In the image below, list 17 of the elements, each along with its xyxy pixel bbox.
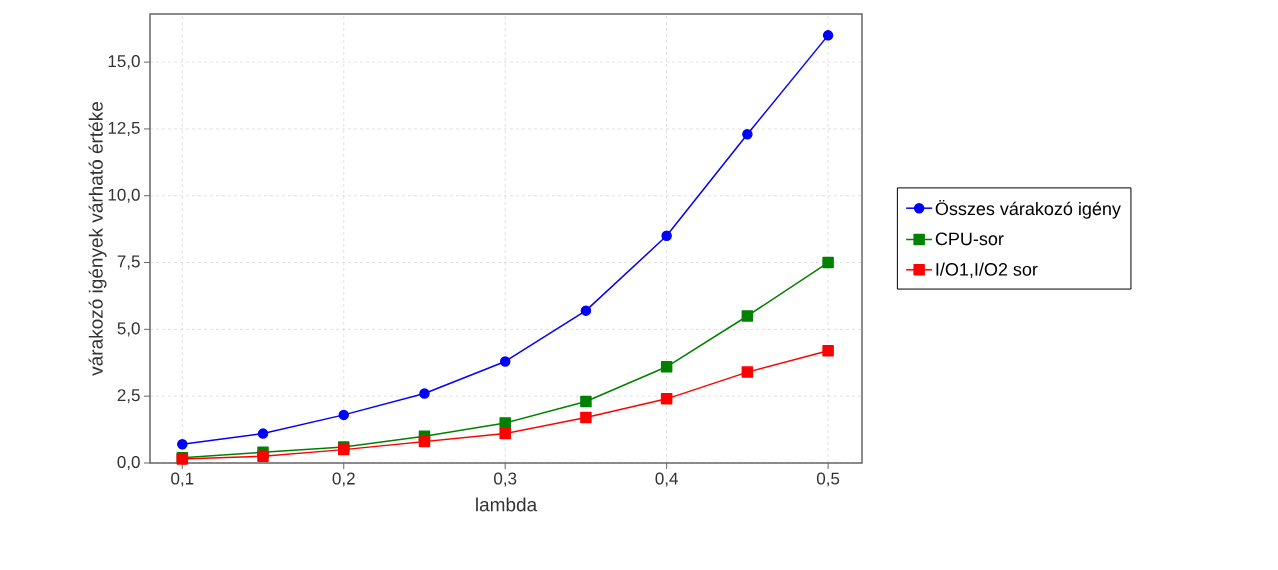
x-tick-label: 0,2 <box>332 472 355 487</box>
x-tick-label: 0,4 <box>655 472 678 487</box>
y-tick-label: 2,5 <box>117 389 140 404</box>
y-axis-title: várakozó igények várható értéke <box>88 102 107 376</box>
x-tick-label: 0,3 <box>494 472 517 487</box>
y-tick-label: 7,5 <box>117 255 140 270</box>
legend-label: I/O1,I/O2 sor <box>936 262 1038 278</box>
x-axis-title: lambda <box>476 497 538 512</box>
y-tick-label: 10,0 <box>108 188 140 203</box>
legend-label: CPU-sor <box>935 232 1004 246</box>
y-tick-label: 15,0 <box>108 55 140 70</box>
y-tick-label: 0,0 <box>117 455 140 471</box>
legend-label: Összes várakozó igény <box>935 199 1121 219</box>
y-tick-label: 12,5 <box>108 121 140 136</box>
y-tick-label: 5,0 <box>117 322 140 337</box>
x-tick-label: 0,1 <box>171 472 194 487</box>
x-tick-label: 0,5 <box>816 472 840 487</box>
